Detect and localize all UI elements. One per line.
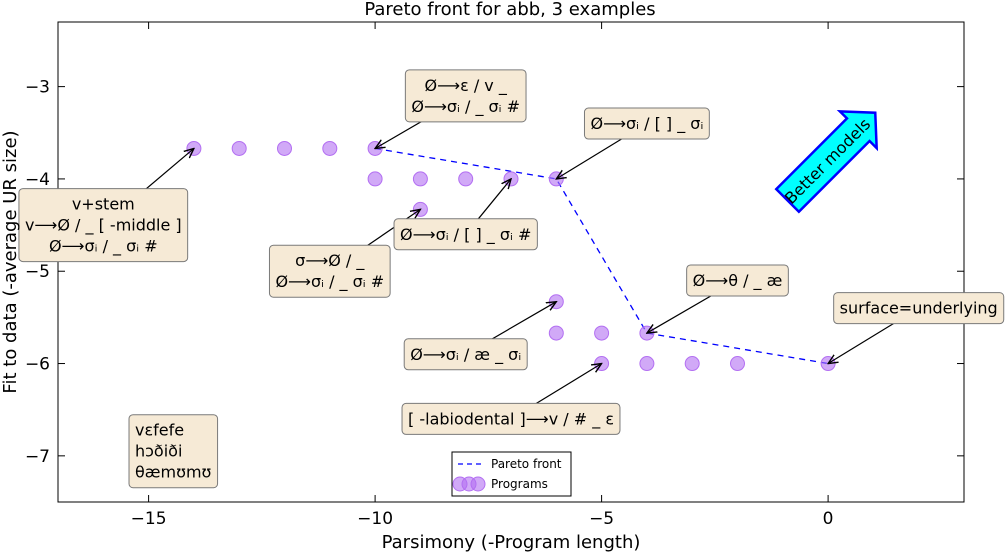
- examples-box-frame: [128, 414, 219, 489]
- program-point: [322, 140, 338, 156]
- better-models-label: Better models: [781, 115, 874, 208]
- better-models-arrow-shape: [774, 109, 879, 214]
- y-tick-label: −5: [25, 262, 50, 282]
- legend-programs-swatch-3: [470, 476, 486, 492]
- y-tick-label: −4: [25, 170, 50, 190]
- program-point: [367, 171, 383, 187]
- examples-box-line: θæmʊmʊ: [135, 463, 212, 482]
- pareto-front-layer: [374, 147, 829, 365]
- legend: Pareto front Programs: [451, 451, 572, 497]
- annotation-box-1-frame: [404, 69, 527, 123]
- chart-title: Pareto front for abb, 3 examples: [364, 0, 655, 20]
- examples-box-line: vɛfefe: [135, 421, 184, 440]
- legend-pareto-label: Pareto front: [491, 457, 562, 471]
- y-tick-label: −7: [25, 447, 50, 467]
- y-tick-label: −6: [25, 355, 50, 375]
- annotation-boxes-layer: Ø⟶ε / v _Ø⟶σᵢ / _ σᵢ #Ø⟶σᵢ / [ ] _ σᵢv+s…: [18, 69, 1005, 489]
- x-tick-label: −10: [357, 509, 393, 529]
- annotation-arrows-layer: [102, 95, 920, 420]
- x-tick-label: −5: [589, 509, 614, 529]
- examples-box-line: hɔðiði: [135, 442, 182, 461]
- x-tick-label: −15: [131, 509, 167, 529]
- x-tick-label: 0: [823, 509, 834, 529]
- program-point: [639, 356, 655, 372]
- annotation-box-9: [ -labiodental ]⟶v / # _ ε: [401, 402, 621, 435]
- annotation-box-9-frame: [401, 402, 621, 435]
- program-point: [412, 171, 428, 187]
- annotation-box-8-line: Ø⟶σᵢ / æ _ σᵢ: [410, 345, 521, 365]
- annotation-box-3-frame: [18, 188, 189, 263]
- program-point: [277, 140, 292, 156]
- annotation-box-7-line: surface=underlying: [840, 299, 998, 318]
- program-point: [231, 140, 247, 156]
- program-points-layer: [186, 140, 836, 372]
- axis-ticks: −15 −10 −5 0 −7 −6 −5 −4 −3: [25, 22, 964, 529]
- annotation-box-1-line: Ø⟶ε / v _: [425, 76, 508, 96]
- annotation-box-3-line: v⟶Ø / _ [ -middle ]: [25, 216, 182, 236]
- annotation-box-9-line: [ -labiodental ]⟶v / # _ ε: [408, 409, 614, 429]
- annotation-box-5-line: σ⟶Ø / _: [295, 251, 365, 271]
- program-point: [684, 356, 700, 372]
- annotation-box-2-frame: [583, 107, 710, 140]
- y-tick-label: −3: [25, 78, 50, 98]
- annotation-box-6-frame: [686, 264, 789, 297]
- annotation-box-5-frame: [268, 244, 391, 298]
- y-axis-label: Fit to data (-average UR size): [0, 130, 21, 393]
- legend-programs-label: Programs: [491, 477, 548, 491]
- annotation-box-8: Ø⟶σᵢ / æ _ σᵢ: [403, 338, 528, 371]
- program-point: [548, 325, 564, 341]
- annotation-box-7: surface=underlying: [833, 292, 1005, 325]
- pareto-front-line: [374, 147, 829, 365]
- annotation-box-3-line: v+stem: [72, 195, 135, 214]
- program-point: [730, 356, 745, 372]
- annotation-box-4: Ø⟶σᵢ / [ ] _ σᵢ #: [393, 218, 538, 251]
- better-models-arrow: Better models: [774, 109, 879, 214]
- program-point: [594, 325, 610, 341]
- annotation-box-1-line: Ø⟶σᵢ / _ σᵢ #: [411, 97, 520, 117]
- annotation-box-3-line: Ø⟶σᵢ / _ σᵢ #: [49, 237, 158, 257]
- annotation-box-5-line: Ø⟶σᵢ / _ σᵢ #: [275, 272, 384, 292]
- annotation-box-5: σ⟶Ø / _Ø⟶σᵢ / _ σᵢ #: [268, 244, 391, 298]
- annotation-box-1: Ø⟶ε / v _Ø⟶σᵢ / _ σᵢ #: [404, 69, 527, 123]
- annotation-box-4-line: Ø⟶σᵢ / [ ] _ σᵢ #: [400, 225, 531, 245]
- annotation-box-4-frame: [393, 218, 538, 251]
- annotation-box-2-line: Ø⟶σᵢ / [ ] _ σᵢ: [590, 114, 703, 134]
- annotation-box-3: v+stem v⟶Ø / _ [ -middle ]Ø⟶σᵢ / _ σᵢ #: [18, 188, 189, 263]
- annotation-box-8-frame: [403, 338, 528, 371]
- annotation-box-7-frame: [833, 292, 1005, 325]
- annotation-box-6-line: Ø⟶θ / _ æ: [693, 271, 783, 291]
- x-axis-label: Parsimony (-Program length): [382, 532, 641, 552]
- examples-box: vɛfefe hɔðiði θæmʊmʊ: [128, 414, 219, 489]
- annotation-box-2: Ø⟶σᵢ / [ ] _ σᵢ: [583, 107, 710, 140]
- annotation-box-6: Ø⟶θ / _ æ: [686, 264, 789, 297]
- program-point: [458, 171, 474, 187]
